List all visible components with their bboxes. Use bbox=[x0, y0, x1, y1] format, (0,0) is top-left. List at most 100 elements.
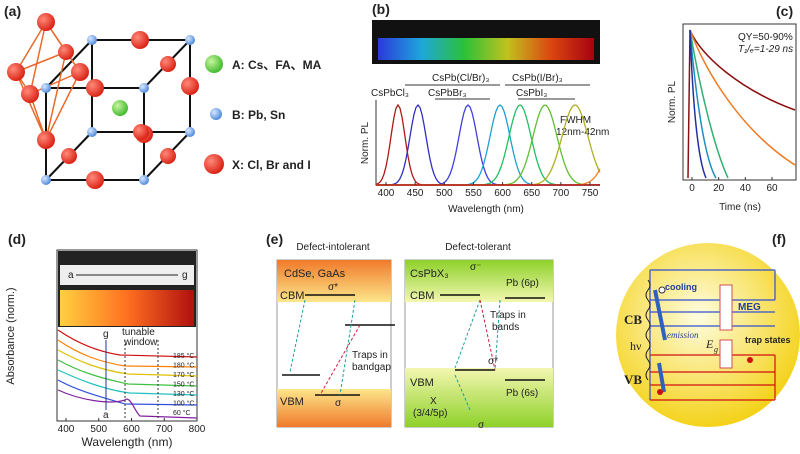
photo-arrow: g bbox=[182, 270, 188, 281]
decay bbox=[689, 29, 717, 179]
range-arrow bbox=[405, 84, 590, 100]
panel-label: (c) bbox=[776, 3, 793, 19]
x-tick-label: 450 bbox=[407, 188, 424, 199]
x-label: Time (ns) bbox=[719, 202, 761, 213]
temperature: 170 °C bbox=[173, 371, 194, 379]
absorbance bbox=[57, 329, 198, 419]
hv: hν bbox=[630, 339, 642, 353]
legend-text: B: Pb, Sn bbox=[232, 108, 285, 122]
temperature: 100 °C bbox=[173, 400, 194, 408]
y-label: Absorbance (norm.) bbox=[5, 287, 17, 384]
panel-label: (a) bbox=[4, 3, 21, 19]
emission: emission bbox=[667, 330, 699, 340]
x-label: Wavelength (nm) bbox=[82, 435, 173, 449]
x-tick-label: 500 bbox=[90, 424, 107, 435]
x-tick-label: 700 bbox=[553, 188, 570, 199]
temperature: 185 °C bbox=[173, 352, 194, 360]
sigma: σ bbox=[478, 420, 485, 431]
window-label: tunable bbox=[122, 327, 155, 338]
x-tick-label: 600 bbox=[123, 424, 140, 435]
x-tick-label: 400 bbox=[378, 188, 395, 199]
note: QY=50-90% bbox=[738, 32, 793, 43]
meg: MEG bbox=[738, 302, 761, 313]
photo-glow bbox=[378, 38, 594, 60]
sigma: σ* bbox=[488, 356, 498, 367]
x-tick-label: 0 bbox=[689, 183, 695, 194]
compound-label: CsPbCl₃ bbox=[371, 88, 409, 99]
cbm: CBM bbox=[410, 290, 434, 302]
orbital: (3/4/5p) bbox=[413, 408, 447, 419]
photo-arrow: a bbox=[68, 270, 74, 281]
x-tick-label: 40 bbox=[740, 183, 752, 194]
y-label: Norm. PL bbox=[667, 80, 678, 123]
octahedron bbox=[15, 20, 81, 142]
panel-label: (b) bbox=[372, 1, 390, 17]
curve-arrow: a bbox=[103, 410, 109, 421]
cbm: CBM bbox=[280, 290, 304, 302]
eg: g bbox=[714, 345, 718, 354]
panel-b: (b) CsPb(Cl/Br)₃ CsPb(I/Br)₃ CsPbCl₃ CsP… bbox=[360, 1, 609, 215]
photo-vials bbox=[60, 290, 194, 326]
material: CsPbX₃ bbox=[410, 268, 449, 280]
mixed-label: CsPb(Cl/Br)₃ bbox=[432, 73, 489, 84]
x-tick-label: 750 bbox=[582, 188, 599, 199]
traps: bandgap bbox=[352, 362, 391, 373]
panel-f: (f) CB VB hν cooling MEG emission E g tr… bbox=[616, 231, 800, 427]
material: CdSe, GaAs bbox=[284, 268, 346, 280]
axes bbox=[56, 249, 198, 422]
y-label: Norm. PL bbox=[360, 121, 371, 164]
panel-a: (a) A: Cs、FA、MA B: Pb, Sn X: Cl, Br and … bbox=[4, 3, 322, 189]
temperature: 60 °C bbox=[173, 409, 191, 417]
x-tick-label: 800 bbox=[189, 424, 206, 435]
x-tick-label: 700 bbox=[156, 424, 173, 435]
panel-label: (f) bbox=[772, 231, 786, 247]
x-tick-label: 600 bbox=[494, 188, 511, 199]
panel-label: (d) bbox=[8, 231, 26, 247]
header: Defect-tolerant bbox=[445, 242, 511, 253]
orbital: Pb (6s) bbox=[506, 388, 538, 399]
cooling: cooling bbox=[665, 282, 697, 292]
panel-c: (c) QY=50-90% T₁/ₑ=1-29 ns Norm. PL Time… bbox=[667, 3, 797, 213]
vbm: VBM bbox=[280, 396, 304, 408]
orbital: Pb (6p) bbox=[506, 278, 539, 289]
sigma: σ⁻ bbox=[470, 262, 481, 273]
window-label: window bbox=[123, 337, 158, 348]
x-tick-label: 400 bbox=[58, 424, 75, 435]
panel-label: (e) bbox=[266, 231, 283, 247]
panel-e: (e) Defect-intolerant Defect-tolerant Cd… bbox=[266, 231, 554, 431]
vb: VB bbox=[624, 372, 642, 387]
levels bbox=[282, 294, 545, 396]
traps: Traps in bbox=[352, 350, 388, 361]
trap-states: trap states bbox=[745, 335, 791, 345]
temperature: 130 °C bbox=[173, 390, 194, 398]
orbital: X bbox=[430, 396, 437, 407]
legend-text: A: Cs、FA、MA bbox=[232, 58, 322, 72]
x-tick-label: 550 bbox=[465, 188, 482, 199]
spectra bbox=[375, 103, 601, 186]
x-tick-label: 650 bbox=[523, 188, 540, 199]
traps: Traps in bbox=[490, 310, 526, 321]
x-tick-label: 60 bbox=[766, 183, 778, 194]
decay bbox=[689, 29, 796, 166]
note: T₁/ₑ=1-29 ns bbox=[738, 44, 793, 55]
fwhm: FWHM bbox=[560, 115, 591, 126]
axes bbox=[682, 23, 797, 181]
vbm: VBM bbox=[410, 377, 434, 389]
decay bbox=[689, 29, 729, 179]
temperature: 150 °C bbox=[173, 381, 194, 389]
x-tick-label: 20 bbox=[713, 183, 725, 194]
decay bbox=[689, 29, 707, 179]
temperature: 180 °C bbox=[173, 362, 194, 370]
compound-label: CsPbI₃ bbox=[516, 88, 547, 99]
traps: bands bbox=[492, 322, 519, 333]
mixed-label: CsPb(I/Br)₃ bbox=[512, 73, 563, 84]
atoms bbox=[7, 13, 224, 189]
eg: E bbox=[705, 337, 714, 351]
cb: CB bbox=[624, 312, 642, 327]
fwhm: 12nm-42nm bbox=[556, 127, 609, 138]
sigma: σ bbox=[335, 398, 342, 409]
compound-label: CsPbBr₃ bbox=[428, 88, 467, 99]
x-tick-label: 500 bbox=[436, 188, 453, 199]
